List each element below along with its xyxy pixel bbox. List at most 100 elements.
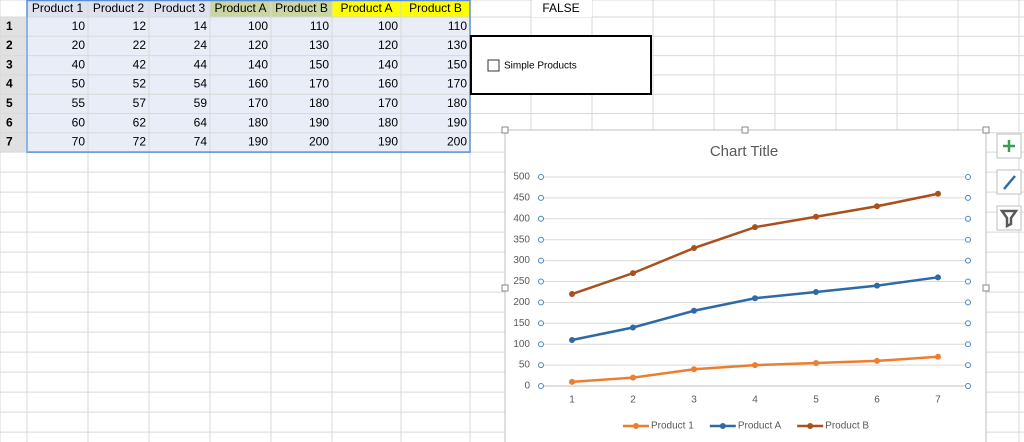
cell-value: 150	[447, 57, 467, 71]
row-number: 3	[6, 57, 13, 71]
data-point	[935, 274, 941, 281]
gridline-handle	[965, 320, 971, 327]
cell-value: 200	[309, 135, 329, 149]
selected-range	[27, 17, 470, 153]
legend-label: Product B	[825, 421, 869, 432]
legend-dot	[633, 423, 639, 429]
gridline-handle	[965, 299, 971, 306]
y-tick-label: 250	[513, 276, 530, 287]
cell-value: 180	[309, 96, 329, 110]
gridline-handle	[538, 383, 544, 389]
gridline-handle	[965, 362, 971, 369]
gridline-handle	[965, 215, 971, 222]
gridline-handle	[538, 341, 544, 348]
data-point	[813, 213, 819, 220]
resize-handle[interactable]	[501, 126, 509, 134]
data-point	[935, 190, 941, 197]
cell-value: 59	[194, 96, 208, 110]
header-cell	[401, 0, 470, 17]
legend-dot	[807, 423, 814, 429]
row-number: 7	[6, 135, 13, 149]
gridline-handle	[538, 215, 544, 222]
chart-button[interactable]	[996, 205, 1022, 231]
y-tick-label: 400	[513, 213, 530, 224]
y-tick-label: 0	[524, 381, 530, 392]
gridline-handle	[538, 194, 544, 201]
gridline-handle	[538, 299, 544, 306]
data-point	[874, 282, 880, 289]
x-tick-label: 3	[691, 395, 697, 406]
data-point	[813, 360, 819, 367]
cell-value: 24	[194, 38, 208, 52]
chart-button-icon	[1003, 175, 1016, 190]
resize-handle[interactable]	[982, 126, 990, 134]
gridline-handle	[965, 341, 971, 348]
legend-label: Product A	[738, 421, 782, 432]
resize-handle[interactable]	[982, 284, 990, 292]
chart-area[interactable]	[504, 129, 987, 442]
cell-value: 150	[309, 57, 329, 71]
cell-value: 60	[72, 115, 86, 129]
gridline-handle	[538, 236, 544, 243]
data-point	[752, 362, 758, 369]
cell-value: 62	[133, 115, 147, 129]
y-tick-label: 50	[519, 360, 531, 371]
cell-value: 170	[447, 77, 467, 91]
header-text: Product 1	[32, 1, 84, 15]
checkbox-label[interactable]: Simple Products	[504, 61, 577, 72]
data-point	[691, 245, 697, 252]
chart-title: Chart Title	[710, 143, 778, 160]
gridline-handle	[538, 257, 544, 264]
cell-value: 40	[72, 57, 86, 71]
y-tick-label: 350	[513, 234, 530, 245]
data-point	[935, 353, 941, 360]
cell-value: 70	[72, 135, 86, 149]
data-point	[874, 203, 880, 210]
resize-handle[interactable]	[741, 126, 749, 134]
y-tick-label: 450	[513, 193, 530, 204]
cell-value: 160	[378, 77, 398, 91]
cell-value: 180	[248, 115, 268, 129]
gridline-handle	[965, 174, 971, 180]
cell-value: 200	[447, 135, 467, 149]
cell-value: 72	[133, 135, 147, 149]
legend-label: Product 1	[651, 421, 694, 432]
row-number: 4	[6, 77, 13, 91]
header-text: Product 3	[154, 1, 206, 15]
x-tick-label: 4	[752, 395, 758, 406]
cell-value: 110	[310, 19, 329, 33]
chart-button-icon	[1003, 140, 1015, 152]
data-point	[813, 288, 819, 295]
header-cell	[149, 0, 210, 17]
gridline-handle	[965, 236, 971, 243]
cell-value: 190	[447, 115, 467, 129]
data-point	[630, 374, 636, 381]
cell-value: 42	[133, 57, 147, 71]
checkbox[interactable]	[487, 59, 500, 72]
cell-value: 55	[72, 96, 86, 110]
cell-value: 130	[447, 38, 467, 52]
cell-value: 100	[378, 19, 398, 33]
form-control	[470, 35, 652, 95]
row-number: 5	[6, 96, 13, 110]
y-tick-label: 200	[513, 297, 530, 308]
cell-value: 50	[72, 77, 86, 91]
cell-value: 74	[194, 135, 208, 149]
y-tick-label: 300	[513, 255, 530, 266]
cell-value: 180	[378, 115, 398, 129]
y-tick-label: 500	[513, 172, 530, 183]
resize-handle[interactable]	[501, 284, 509, 292]
cell-value: 14	[194, 19, 208, 33]
y-tick-label: 150	[513, 318, 530, 329]
data-point	[569, 291, 575, 298]
x-tick-label: 1	[569, 395, 575, 406]
cell-value: 130	[309, 38, 329, 52]
cell-value: 100	[248, 19, 268, 33]
header-text: Product A	[214, 1, 266, 15]
gridline-handle	[965, 278, 971, 285]
row-number: 2	[6, 38, 13, 52]
cell-value: 110	[448, 19, 467, 33]
cell-value: 64	[194, 115, 208, 129]
